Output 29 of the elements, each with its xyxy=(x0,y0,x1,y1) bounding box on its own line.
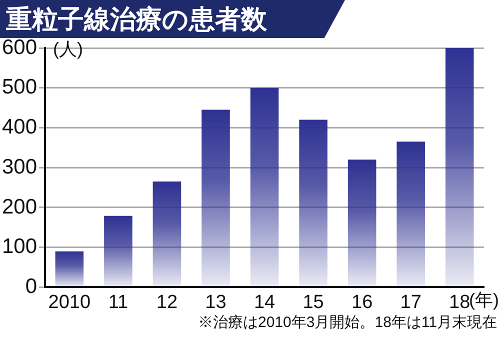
bar xyxy=(396,142,425,286)
x-axis-title: (年) xyxy=(469,290,499,310)
x-tick-label: 16 xyxy=(351,292,373,313)
bar xyxy=(202,110,230,286)
y-tick-label: 200 xyxy=(2,195,38,218)
bar xyxy=(55,251,84,286)
x-tick-label: 17 xyxy=(400,292,422,313)
bar xyxy=(348,160,376,286)
bar xyxy=(152,182,182,286)
bar xyxy=(445,48,474,286)
x-tick-label: 15 xyxy=(302,292,324,313)
bar xyxy=(250,88,279,286)
y-tick-label: 500 xyxy=(2,76,38,99)
y-tick-label: 400 xyxy=(2,116,38,139)
x-tick-label: 18 xyxy=(449,292,470,313)
bar xyxy=(299,120,328,286)
text: ※治療は2010年3月開始。18年は11月末現在 xyxy=(198,314,497,331)
x-tick-label: 11 xyxy=(108,292,128,313)
x-tick-label: 14 xyxy=(254,292,276,313)
bar xyxy=(104,216,132,286)
x-tick-label: 13 xyxy=(205,292,226,313)
y-axis-title: (人) xyxy=(53,38,84,59)
x-tick-label: 2010 xyxy=(48,292,91,313)
chart-title: 重粒子線治療の患者数 xyxy=(6,4,267,37)
y-tick-label: 100 xyxy=(2,235,38,258)
y-tick-label: 0 xyxy=(25,274,38,298)
y-tick-label: 600 xyxy=(2,36,38,59)
y-tick-label: 300 xyxy=(2,155,38,178)
x-tick-label: 12 xyxy=(156,292,178,313)
